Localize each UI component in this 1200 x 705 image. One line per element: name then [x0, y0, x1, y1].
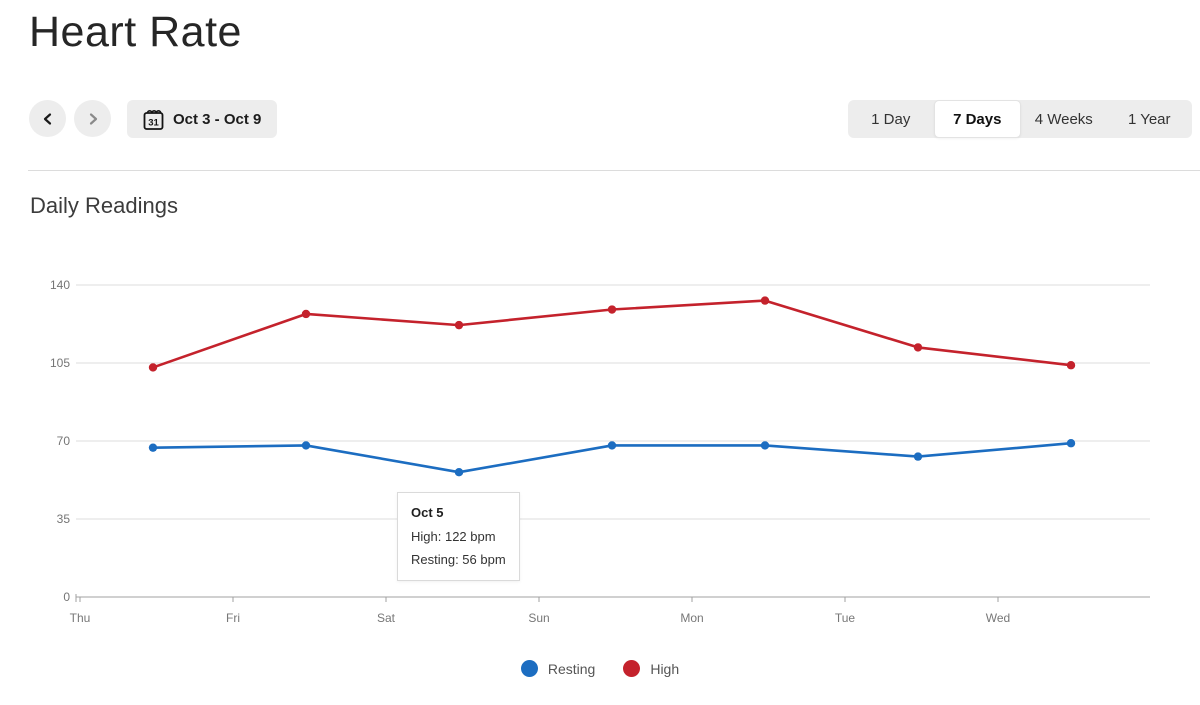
series-high [148, 296, 1076, 372]
data-point-high-fri[interactable] [301, 309, 311, 319]
data-point-resting-tue[interactable] [913, 452, 923, 461]
tab-1-year[interactable]: 1 Year [1107, 100, 1193, 138]
svg-text:31: 31 [148, 118, 159, 129]
previous-period-button[interactable] [29, 100, 66, 137]
x-axis-label: Sun [528, 611, 549, 625]
data-point-high-sat[interactable] [454, 320, 464, 330]
data-point-resting-thu[interactable] [148, 443, 158, 452]
y-axis-label: 35 [57, 512, 71, 526]
tab-4-weeks[interactable]: 4 Weeks [1021, 100, 1107, 138]
tooltip-date: Oct 5 [411, 505, 444, 520]
data-point-resting-mon[interactable] [760, 441, 770, 450]
data-point-resting-sat[interactable] [454, 468, 464, 477]
grid-lines: 0 35 70 105 140 [50, 278, 1150, 604]
legend-label: High [650, 660, 680, 677]
legend-label: Resting [547, 660, 596, 677]
daily-readings-chart: 0 35 70 105 140 Thu Fri Sat Sun Mon Tue Wed Oct 5 H… [0, 250, 1200, 640]
x-axis-label: Tue [835, 611, 856, 625]
y-axis-label: 140 [50, 278, 70, 292]
tab-1-day[interactable]: 1 Day [848, 100, 934, 138]
page-title: Heart Rate [29, 8, 242, 56]
chevron-left-icon [41, 112, 55, 126]
chart-legend: Resting High [0, 660, 1200, 677]
chart-tooltip: Oct 5 High: 122 bpm Resting: 56 bpm [397, 492, 520, 581]
data-point-resting-wed[interactable] [1066, 439, 1076, 448]
controls-row: 31 Oct 3 - Oct 9 1 Day 7 Days 4 Weeks 1 Yea… [0, 100, 1200, 138]
y-axis-label: 105 [50, 356, 70, 370]
section-title: Daily Readings [30, 193, 178, 218]
x-axis-label: Mon [680, 611, 703, 625]
data-point-high-mon[interactable] [760, 296, 770, 305]
data-point-high-wed[interactable] [1066, 361, 1076, 370]
calendar-icon: 31 [143, 107, 164, 131]
x-axis-label: Fri [226, 611, 240, 625]
y-axis-label: 70 [57, 434, 71, 448]
data-point-resting-fri[interactable] [301, 441, 311, 450]
data-point-high-thu[interactable] [148, 363, 158, 372]
legend-dot-resting [520, 660, 538, 677]
header-divider [28, 170, 1200, 171]
chevron-right-icon [86, 112, 100, 126]
x-axis-label: Thu [70, 611, 91, 625]
tooltip-resting-value: Resting: 56 bpm [411, 552, 506, 567]
y-axis-label: 0 [63, 590, 70, 604]
x-axis: Thu Fri Sat Sun Mon Tue Wed [70, 594, 1010, 625]
chart-canvas: 0 35 70 105 140 Thu Fri Sat Sun Mon Tue Wed [50, 278, 1150, 625]
series-resting [148, 439, 1076, 477]
x-axis-label: Wed [986, 611, 1010, 625]
tooltip-high-value: High: 122 bpm [411, 529, 496, 544]
date-range-label: Oct 3 - Oct 9 [173, 110, 262, 128]
legend-dot-high [623, 660, 641, 677]
time-range-tabs: 1 Day 7 Days 4 Weeks 1 Year [848, 100, 1192, 138]
legend-item-high[interactable]: High [623, 660, 679, 677]
legend-item-resting[interactable]: Resting [520, 660, 596, 677]
data-point-high-tue[interactable] [913, 343, 923, 352]
next-period-button[interactable] [74, 100, 111, 137]
tab-7-days[interactable]: 7 Days [933, 100, 1021, 138]
x-axis-label: Sat [377, 611, 396, 625]
date-range-button[interactable]: 31 Oct 3 - Oct 9 [127, 100, 278, 138]
data-point-high-sun[interactable] [607, 305, 617, 314]
data-point-resting-sun[interactable] [607, 441, 617, 450]
